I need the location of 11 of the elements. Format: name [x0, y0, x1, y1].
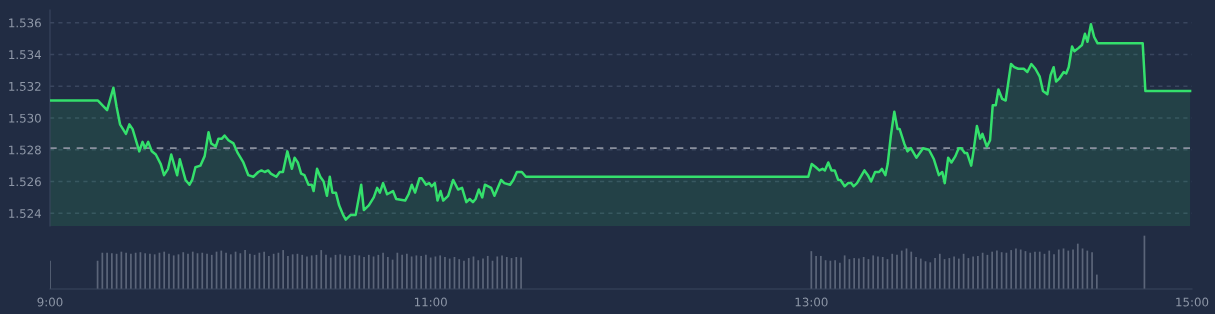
y-tick-label: 1.526 — [9, 177, 41, 187]
y-tick-label: 1.534 — [9, 50, 41, 60]
y-tick-label: 1.528 — [9, 145, 41, 155]
y-tick-label: 1.524 — [9, 209, 41, 218]
x-tick-label: 15:00 — [1176, 297, 1209, 307]
x-tick-label: 13:00 — [795, 297, 828, 307]
x-tick-label: 11:00 — [414, 297, 447, 307]
y-tick-label: 1.532 — [9, 81, 41, 91]
y-tick-label: 1.536 — [9, 18, 41, 28]
x-tick-label: 9:00 — [37, 297, 63, 307]
y-tick-label: 1.530 — [9, 113, 41, 123]
